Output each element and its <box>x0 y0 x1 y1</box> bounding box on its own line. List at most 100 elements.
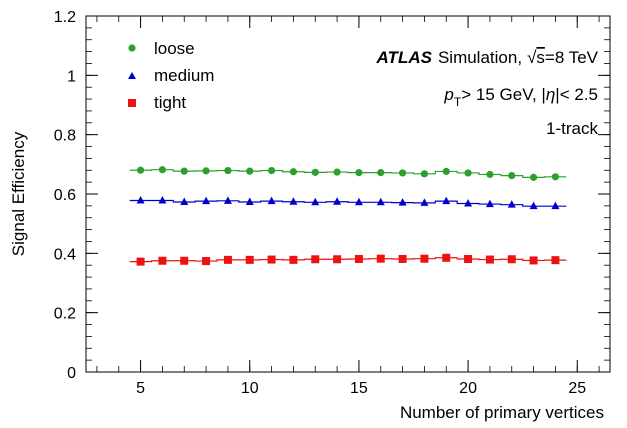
data-point-tight <box>333 255 342 264</box>
legend-marker-loose <box>128 44 136 52</box>
data-point-loose <box>464 169 472 177</box>
data-point-tight <box>354 254 363 263</box>
series-layer <box>129 166 567 266</box>
pt-p-label: p <box>443 85 453 104</box>
series-line-tight <box>129 257 567 263</box>
x-tick-label: 10 <box>241 380 259 397</box>
data-point-tight <box>180 256 189 265</box>
data-point-tight <box>529 256 538 265</box>
data-point-tight <box>398 254 407 263</box>
data-point-loose <box>355 169 363 177</box>
data-point-medium <box>376 197 385 206</box>
data-point-tight <box>442 253 451 262</box>
data-point-loose <box>420 170 429 178</box>
data-point-loose <box>136 166 145 174</box>
atlas-label-line: ATLAS Simulation, √s=8 TeV <box>376 48 599 67</box>
data-point-loose <box>289 168 298 176</box>
eta-cut-label: |< 2.5 <box>555 85 598 104</box>
data-point-medium <box>333 197 342 205</box>
legend-label-medium: medium <box>154 66 214 85</box>
data-point-tight <box>485 255 494 264</box>
data-point-loose <box>267 166 276 175</box>
data-point-tight <box>223 255 232 264</box>
data-point-medium <box>136 196 145 204</box>
atlas-label: ATLAS <box>376 48 433 67</box>
y-axis-label: Signal Efficiency <box>9 131 28 256</box>
data-point-tight <box>158 256 167 265</box>
y-tick-label: 0 <box>67 365 76 382</box>
series-line-loose <box>129 169 567 178</box>
data-point-loose <box>202 167 210 175</box>
legend-label-tight: tight <box>154 93 186 112</box>
data-point-medium <box>442 196 451 205</box>
atlas-annotation: ATLAS Simulation, √s=8 TeV pT> 15 GeV, |η|… <box>376 48 599 138</box>
data-point-loose <box>508 172 516 180</box>
data-point-tight <box>464 254 473 263</box>
data-point-medium <box>485 199 494 208</box>
data-point-medium <box>551 201 560 210</box>
data-point-tight <box>267 255 276 264</box>
x-tick-label: 25 <box>568 380 586 397</box>
data-point-loose <box>529 173 538 181</box>
data-point-medium <box>354 197 363 206</box>
data-point-medium <box>464 198 473 207</box>
data-point-loose <box>333 168 341 176</box>
simulation-label: Simulation, <box>438 48 522 67</box>
legend: loose medium tight <box>128 39 214 112</box>
data-point-tight <box>202 257 211 266</box>
legend-marker-tight <box>128 99 136 107</box>
data-point-loose <box>377 169 385 177</box>
sqrt-sign: √ <box>527 48 537 67</box>
series-line-medium <box>129 199 567 207</box>
legend-item-tight: tight <box>128 93 186 112</box>
y-tick-label: 0.2 <box>54 306 76 323</box>
data-point-medium <box>223 196 232 204</box>
x-axis-label: Number of primary vertices <box>400 403 604 422</box>
data-point-medium <box>529 201 538 210</box>
data-point-loose <box>551 173 560 181</box>
data-point-medium <box>202 196 211 205</box>
data-point-tight <box>420 254 429 263</box>
data-point-medium <box>245 197 254 206</box>
legend-item-loose: loose <box>128 39 195 58</box>
data-point-loose <box>486 170 494 179</box>
series-loose <box>129 166 567 181</box>
data-point-medium <box>420 198 429 206</box>
data-point-tight <box>551 256 560 265</box>
y-tick-label: 0.4 <box>54 246 76 263</box>
x-tick-label: 15 <box>350 380 368 397</box>
legend-label-loose: loose <box>154 39 195 58</box>
sqrt-s-label: s <box>536 48 545 67</box>
data-point-medium <box>398 198 407 206</box>
y-tick-label: 1 <box>67 68 76 85</box>
pt-cut-line: pT> 15 GeV, |η|< 2.5 <box>443 85 598 109</box>
x-tick-label: 20 <box>459 380 477 397</box>
eta-label: η <box>546 85 555 104</box>
data-point-loose <box>224 166 232 175</box>
tick-labels: 0 0.2 0.4 0.6 0.8 1 1.2 5 10 15 20 25 <box>54 9 587 397</box>
data-point-loose <box>311 168 319 176</box>
data-point-tight <box>245 255 254 264</box>
data-point-loose <box>158 166 167 174</box>
y-tick-label: 0.6 <box>54 187 76 204</box>
x-tick-label: 5 <box>136 380 145 397</box>
data-point-medium <box>158 196 167 204</box>
track-label: 1-track <box>546 119 598 138</box>
y-tick-label: 1.2 <box>54 9 76 26</box>
series-medium <box>129 196 567 210</box>
data-point-tight <box>376 254 385 263</box>
legend-item-medium: medium <box>128 66 214 85</box>
energy-label: =8 TeV <box>545 48 599 67</box>
data-point-tight <box>507 255 516 264</box>
data-point-medium <box>180 197 189 206</box>
data-point-loose <box>398 169 407 177</box>
series-tight <box>129 253 567 266</box>
legend-marker-medium <box>128 72 136 79</box>
pt-cut-label: > 15 GeV, | <box>461 85 546 104</box>
pt-sub-label: T <box>454 95 462 109</box>
data-point-medium <box>507 200 516 208</box>
axis-ticks <box>86 15 610 373</box>
data-point-medium <box>289 197 298 205</box>
data-point-loose <box>246 167 254 175</box>
